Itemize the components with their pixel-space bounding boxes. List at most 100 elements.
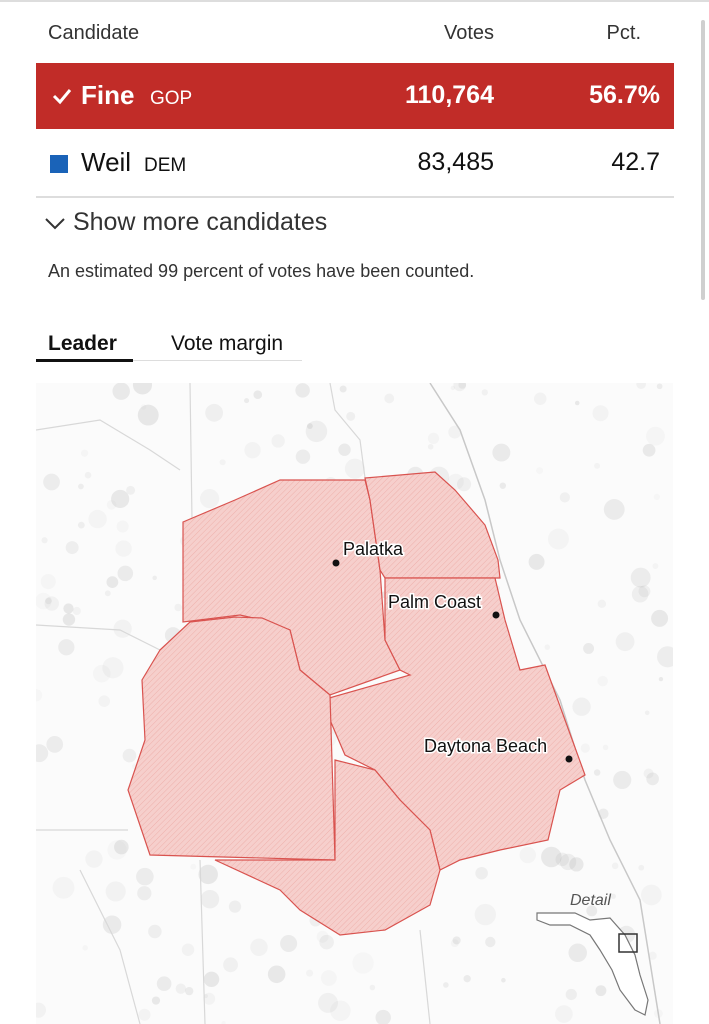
show-more-button[interactable]: Show more candidates [44,208,327,237]
texture-blob [316,930,329,943]
texture-blob [631,585,649,603]
texture-blob [565,988,577,1001]
texture-blob [253,390,263,400]
texture-blob [58,639,75,656]
texture-blob [267,965,286,984]
texture-blob [499,482,507,489]
texture-blob [122,748,137,763]
party-swatch [50,155,68,173]
texture-blob [652,563,659,570]
tab-leader[interactable]: Leader [48,332,117,355]
texture-blob [319,934,334,950]
texture-blob [443,982,449,988]
texture-blob [295,383,310,398]
texture-blob [574,400,580,406]
texture-blob [151,996,161,1005]
texture-blob [534,392,547,405]
coastline [429,383,661,1024]
texture-blob [175,983,187,994]
texture-blob [640,884,662,906]
candidate-row: Weil DEM 83,485 42.7 [36,130,674,198]
candidate-pct: 56.7% [589,81,660,109]
count-note: An estimated 99 percent of votes have be… [48,261,475,281]
texture-blob [338,443,351,456]
texture-blob [137,886,152,901]
texture-blob [580,743,590,753]
florida-outline [536,912,649,1016]
texture-blob [200,889,220,909]
texture-blob [528,553,545,570]
texture-blob [642,443,656,457]
texture-blob [568,943,587,963]
winner-check [52,89,72,105]
texture-blob [485,936,496,948]
texture-blob [541,846,562,868]
texture-blob [352,952,374,974]
texture-blob [102,915,122,935]
texture-blob [174,603,182,612]
texture-blob [250,938,268,956]
texture-blob [475,866,488,880]
texture-blob [306,969,314,977]
texture-blob [244,441,261,459]
texture-blob [646,772,659,786]
texture-blob [330,1000,351,1021]
texture-blob [656,383,663,390]
texture-blob [219,459,226,466]
texture-blob [519,846,536,864]
texture-blob [346,411,356,421]
texture-blob [427,443,434,450]
texture-blob [295,449,311,464]
texture-blob [36,744,49,763]
texture-blob [62,613,76,626]
header-pct: Pct. [606,22,641,44]
texture-blob [453,383,467,392]
texture-blob [111,489,130,509]
texture-blob [198,864,218,885]
texture-blob [384,393,395,404]
texture-blob [569,857,584,872]
texture-blob [102,657,124,679]
texture-blob [228,900,242,913]
texture-blob [78,483,84,490]
texture-blob [657,646,673,668]
candidate-party: DEM [144,155,187,176]
candidate-row: Fine GOP 110,764 56.7% [36,63,674,129]
detail-inset: Detail [536,892,649,1016]
texture-blob [648,951,657,960]
texture-blob [658,676,664,682]
texture-blob [481,389,488,396]
texture-blob [474,903,497,926]
tab-underline [36,359,133,362]
texture-blob [185,986,194,996]
texture-blob [126,485,136,495]
texture-blob [638,864,645,871]
city-dots [332,559,573,763]
top-border [0,0,709,2]
header-candidate: Candidate [48,22,140,44]
texture-blob [98,695,111,707]
texture-blob [555,1005,573,1023]
texture-blob [651,609,669,627]
texture-blob [369,984,376,991]
show-more-text[interactable]: Show more candidates [72,208,328,236]
candidate-name: Fine [81,80,135,110]
texture-blob [72,606,81,616]
texture-blob [613,770,632,790]
texture-blob [559,853,577,871]
texture-blob [223,957,238,973]
texture-blob [200,489,220,509]
scrollbar[interactable] [701,20,705,300]
texture-blob [615,632,635,652]
texture-blob [463,975,471,983]
texture-blob [45,597,52,605]
boundaries [36,383,431,1024]
texture-blob [77,521,85,529]
texture-blob [630,567,651,588]
texture-blob [339,385,347,393]
texture-blob [115,540,132,557]
texture-blob [271,434,285,448]
tab-vote-margin[interactable]: Vote margin [171,332,284,355]
candidate-votes: 83,485 [417,148,494,176]
texture-blob [586,905,598,917]
